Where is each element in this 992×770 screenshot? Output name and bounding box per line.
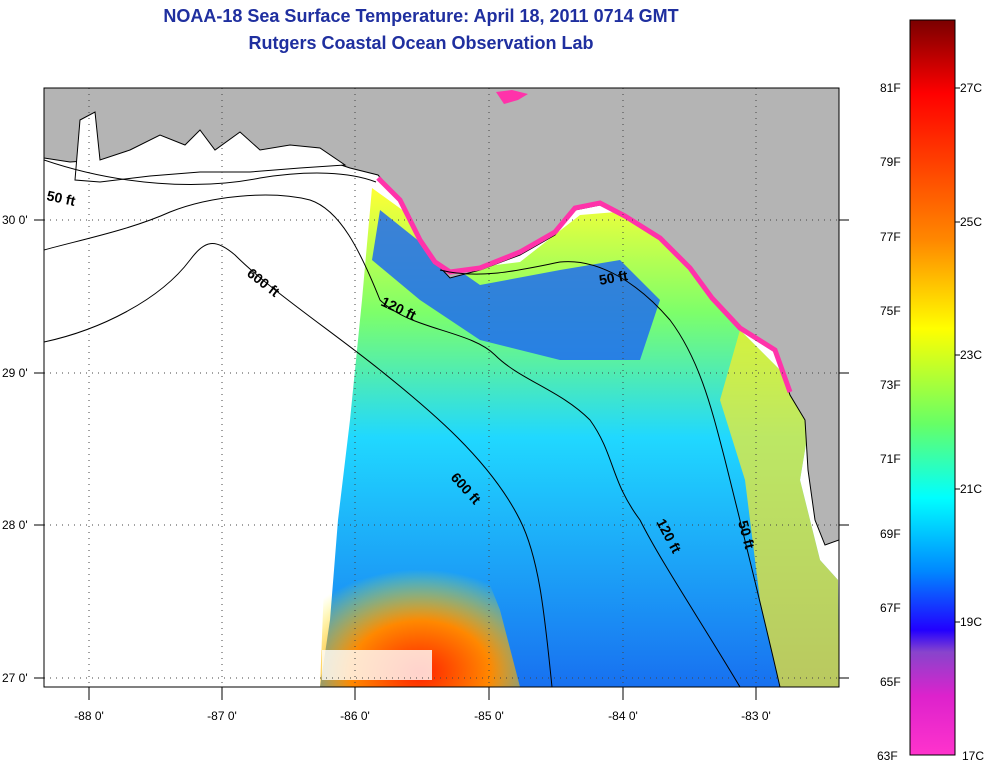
cb-f-75: 75F [880,304,901,318]
lon-label-88: -88 0' [74,709,104,723]
lon-label-86: -86 0' [340,709,370,723]
contour-label-50ft-west: 50 ft [45,187,77,209]
cb-c-ticks [955,87,960,623]
lat-label-29: 29 0' [2,366,28,380]
cb-c-27: 27C [960,81,982,95]
lon-label-84: -84 0' [608,709,638,723]
cb-f-77: 77F [880,230,901,244]
depth-contours [44,159,781,687]
sst-cold-core [372,210,660,360]
contour-50ft-east [439,261,781,687]
lat-label-27: 27 0' [2,671,28,685]
cb-f-73: 73F [880,378,901,392]
lon-label-85: -85 0' [474,709,504,723]
cb-c-23: 23C [960,348,982,362]
map-border [43,87,840,688]
cb-f-81: 81F [880,81,901,95]
coastal-bays [74,111,347,183]
map-subtitle: Rutgers Coastal Ocean Observation Lab [248,33,594,53]
cloud-patch [322,650,432,680]
graticule [44,88,839,687]
contour-600ft [44,243,553,687]
cb-f-79: 79F [880,155,901,169]
contour-label-50ft-south: 50 ft [735,519,758,551]
contour-120ft-west [44,194,741,687]
lat-label-30: 30 0' [2,213,28,227]
cb-c-19: 19C [960,615,982,629]
cb-c-21: 21C [960,482,982,496]
lon-label-87: -87 0' [207,709,237,723]
cb-c-17: 17C [962,749,984,763]
contour-50ft-west [44,159,377,185]
cb-f-67: 67F [880,601,901,615]
map-title: NOAA-18 Sea Surface Temperature: April 1… [163,6,679,26]
cb-c-25: 25C [960,215,982,229]
inland-lake [496,90,528,104]
cb-f-69: 69F [880,527,901,541]
cb-f-71: 71F [880,452,901,466]
lon-label-83: -83 0' [741,709,771,723]
cb-f-65: 65F [880,675,901,689]
color-bar [909,19,956,756]
cb-f-63: 63F [877,749,898,763]
lat-label-28: 28 0' [2,518,28,532]
contour-label-50ft-north: 50 ft [598,267,629,288]
axis-ticks [34,219,849,700]
coastal-fringe [376,176,793,393]
